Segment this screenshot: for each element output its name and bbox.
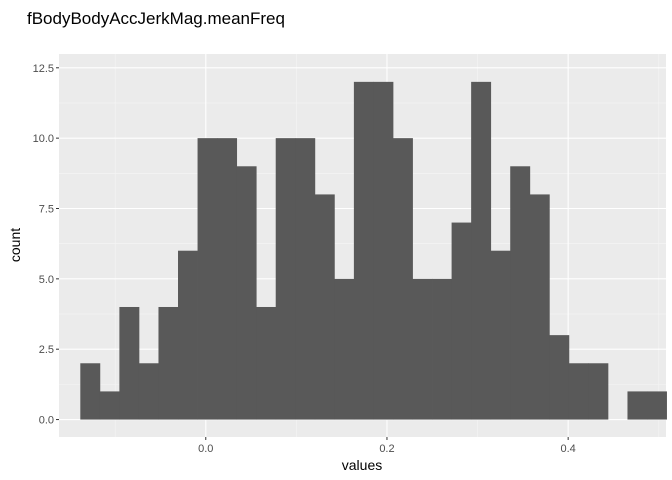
- histogram-bar: [510, 166, 531, 420]
- histogram-bar: [158, 306, 179, 420]
- x-axis-ticks: 0.0 0.2 0.4: [198, 437, 576, 455]
- histogram-bar: [80, 363, 101, 420]
- histogram-bar: [647, 391, 667, 420]
- histogram-bar: [353, 81, 374, 420]
- histogram-bar: [471, 81, 492, 420]
- histogram-bar: [99, 391, 120, 420]
- histogram-bar: [334, 278, 355, 420]
- x-tick-label: 0.2: [379, 443, 394, 455]
- y-tick-label: 5.0: [39, 274, 54, 286]
- histogram-bar: [529, 194, 550, 420]
- y-tick-label: 0.0: [39, 415, 54, 427]
- histogram-bar: [549, 335, 570, 420]
- histogram-bar: [178, 250, 198, 420]
- histogram-bar: [490, 250, 511, 420]
- histogram-bar: [568, 363, 589, 420]
- histogram-bar: [373, 81, 394, 420]
- histogram-bar: [138, 363, 159, 420]
- histogram-bar: [412, 278, 433, 420]
- y-tick-label: 7.5: [39, 203, 54, 215]
- histogram-bar: [392, 138, 413, 420]
- y-axis-title: count: [7, 228, 23, 262]
- histogram-bar: [432, 278, 452, 420]
- histogram-bar: [236, 166, 257, 420]
- histogram-bar: [275, 138, 296, 420]
- histogram-bar: [217, 138, 238, 420]
- chart-title: fBodyBodyAccJerkMag.meanFreq: [27, 9, 285, 28]
- histogram-bar: [197, 138, 218, 420]
- histogram-bar: [256, 306, 277, 420]
- y-axis-ticks: 0.0 2.5 5.0 7.5 10.0 12.5: [33, 63, 59, 427]
- y-tick-label: 10.0: [33, 133, 54, 145]
- histogram-bar: [627, 391, 648, 420]
- histogram-bar: [451, 222, 472, 420]
- histogram-bar: [314, 194, 335, 420]
- histogram-bar: [588, 363, 609, 420]
- x-tick-label: 0.0: [198, 443, 213, 455]
- histogram-bar: [295, 138, 316, 420]
- y-tick-label: 12.5: [33, 63, 54, 75]
- y-tick-label: 2.5: [39, 344, 54, 356]
- histogram-bar: [119, 306, 140, 420]
- x-axis-title: values: [342, 457, 382, 473]
- x-tick-label: 0.4: [561, 443, 576, 455]
- histogram-bars: [80, 81, 667, 420]
